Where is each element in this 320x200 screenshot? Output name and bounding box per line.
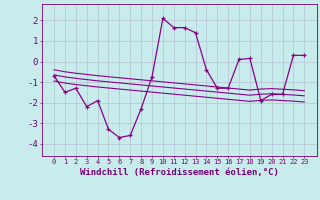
X-axis label: Windchill (Refroidissement éolien,°C): Windchill (Refroidissement éolien,°C) <box>80 168 279 177</box>
